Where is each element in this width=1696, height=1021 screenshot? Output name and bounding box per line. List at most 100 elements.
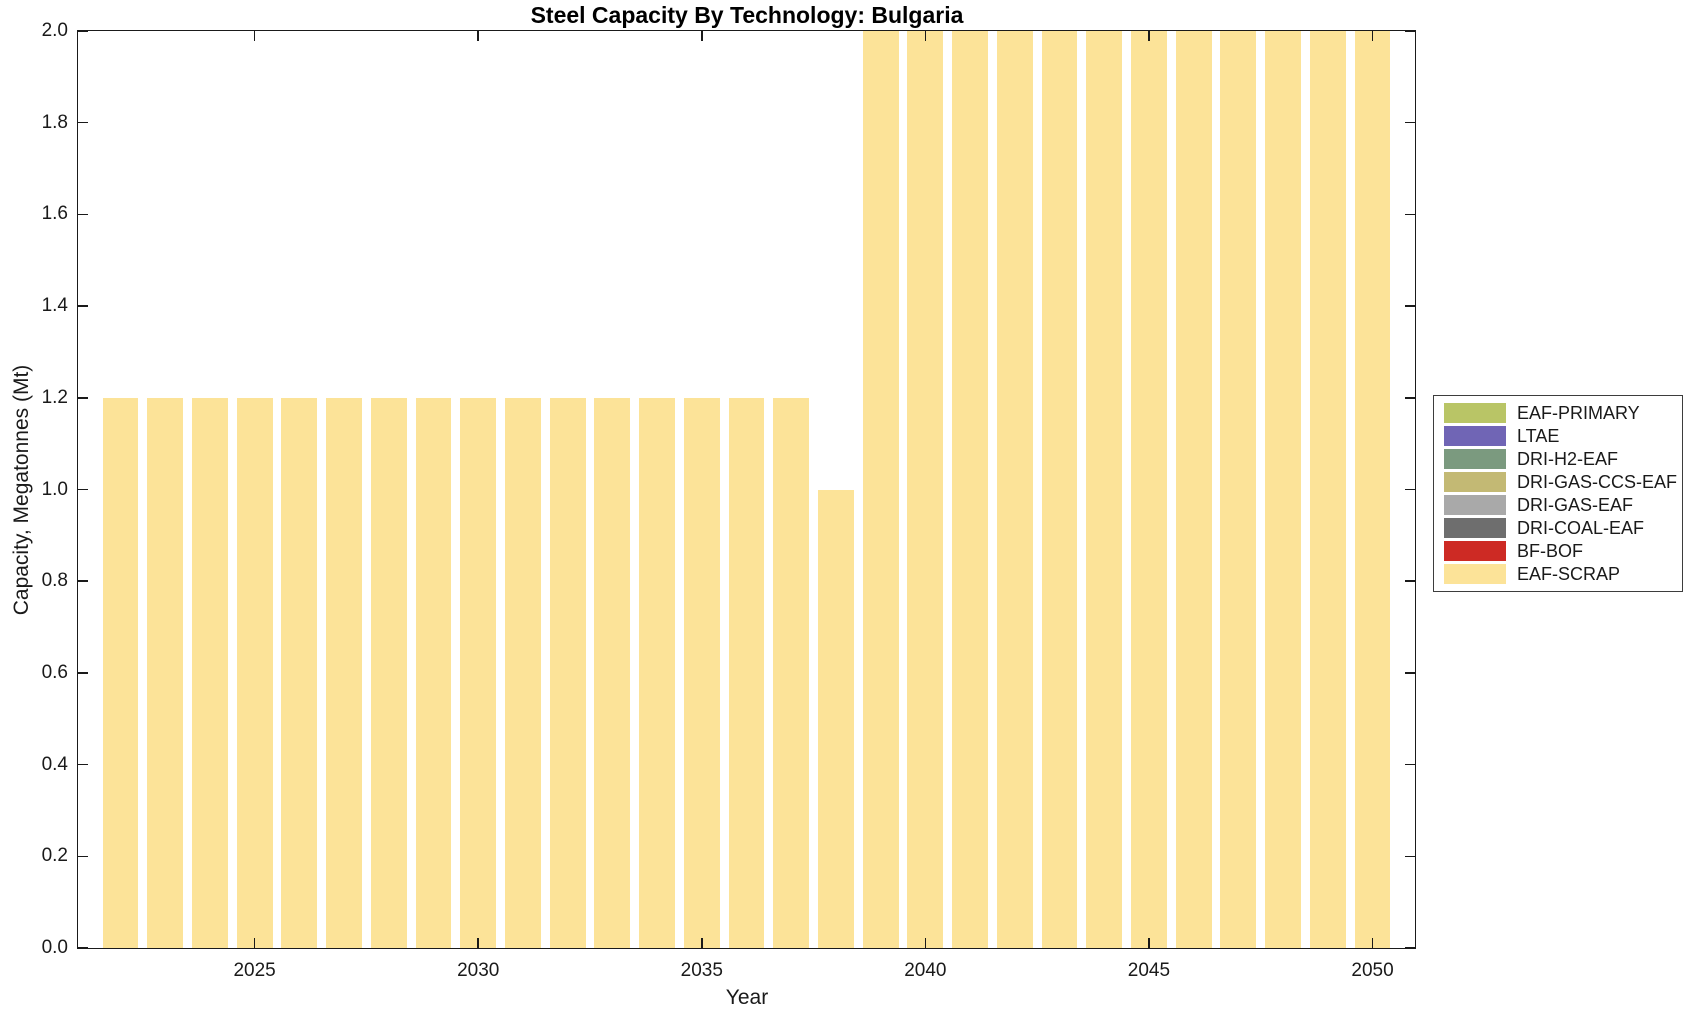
x-tick-label: 2030	[457, 960, 500, 981]
y-tick-right	[1405, 121, 1415, 124]
bar-eaf-scrap-2050	[1354, 31, 1391, 948]
bar-eaf-scrap-2026	[281, 397, 318, 948]
bar-eaf-scrap-2043	[1041, 31, 1078, 948]
bar-eaf-scrap-2023	[147, 397, 184, 948]
x-tick	[1148, 938, 1150, 948]
bar-eaf-scrap-2025	[236, 397, 273, 948]
y-tick	[78, 121, 88, 124]
legend-swatch-eaf-primary	[1444, 403, 1506, 423]
x-tick	[477, 938, 479, 948]
legend-label: DRI-H2-EAF	[1517, 448, 1619, 469]
y-tick-label: 0.2	[41, 845, 68, 867]
legend-row: LTAE	[1444, 425, 1682, 447]
x-tick-label: 2045	[1127, 960, 1171, 981]
bar-eaf-scrap-2032	[549, 397, 586, 948]
bar-eaf-scrap-2045	[1131, 31, 1167, 948]
plot-area: 2025 2030 2035 2040 2045 2050 0.0 0.2 0.4 0.6 0.8 1…	[42, 20, 1416, 981]
x-tick-label: 2050	[1351, 960, 1394, 981]
y-tick	[78, 672, 88, 674]
y-tick	[78, 488, 88, 491]
legend: EAF-PRIMARY LTAE DRI-H2-EAF DRI-GAS-CCS-EAF…	[1433, 395, 1683, 592]
y-tick	[78, 947, 88, 949]
x-tick-top	[1148, 31, 1150, 41]
bar-eaf-scrap-2040	[907, 31, 944, 948]
y-tick-label: 2.0	[41, 20, 68, 41]
y-tick-label: 0.8	[41, 570, 68, 592]
y-tick-right	[1405, 855, 1415, 858]
x-tick-top	[477, 31, 479, 41]
y-tick	[78, 30, 88, 32]
legend-row: DRI-COAL-EAF	[1444, 517, 1682, 539]
x-axis-label: Year	[725, 986, 769, 1009]
bar-eaf-scrap-2029	[415, 397, 452, 948]
legend-swatch-bf-bof	[1444, 541, 1506, 561]
y-tick-label: 1.4	[41, 295, 68, 317]
x-tick	[1371, 938, 1374, 948]
y-tick-label: 1.0	[41, 478, 68, 500]
legend-row: DRI-H2-EAF	[1444, 448, 1682, 470]
y-tick-label: 0.6	[41, 661, 68, 683]
bar-eaf-scrap-2049	[1309, 31, 1346, 948]
bar-eaf-scrap-2027	[326, 397, 362, 948]
bar-eaf-scrap-2048	[1265, 31, 1301, 948]
x-tick-top	[701, 31, 703, 41]
x-tick-top	[924, 31, 927, 41]
bar-eaf-scrap-2036	[728, 397, 765, 948]
bar-eaf-scrap-2024	[192, 397, 228, 948]
legend-label: BF-BOF	[1517, 540, 1583, 561]
legend-label: EAF-PRIMARY	[1517, 402, 1640, 423]
legend-swatch-eaf-scrap	[1444, 564, 1506, 584]
y-tick-right	[1405, 763, 1415, 766]
y-tick-label: 0.0	[41, 937, 68, 958]
y-tick	[78, 305, 88, 307]
bar-eaf-scrap-2034	[639, 397, 675, 948]
chart-title: Steel Capacity By Technology: Bulgaria	[530, 2, 964, 28]
y-tick-right	[1405, 213, 1415, 216]
y-tick-right	[1405, 397, 1415, 399]
x-tick-label: 2035	[680, 960, 723, 981]
y-tick-right	[1405, 580, 1415, 582]
x-tick	[701, 938, 703, 948]
y-tick-right	[1405, 488, 1415, 491]
legend-label: DRI-GAS-EAF	[1517, 494, 1634, 515]
y-tick-label: 1.6	[41, 203, 68, 225]
x-tick-label: 2040	[904, 960, 947, 981]
y-tick-right	[1405, 672, 1415, 674]
y-tick	[78, 763, 88, 766]
x-tick	[924, 938, 927, 948]
legend-row: EAF-PRIMARY	[1444, 402, 1682, 424]
y-tick	[78, 855, 88, 858]
legend-row: DRI-GAS-CCS-EAF	[1444, 471, 1682, 493]
bar-eaf-scrap-2039	[862, 31, 899, 948]
x-tick-top	[253, 31, 256, 41]
legend-row: EAF-SCRAP	[1444, 563, 1682, 585]
legend-swatch-dri-h2-eaf	[1444, 449, 1506, 469]
bar-eaf-scrap-2035	[683, 397, 720, 948]
bar-eaf-scrap-2044	[1086, 31, 1123, 948]
bar-eaf-scrap-2038	[818, 489, 854, 948]
legend-swatch-dri-coal-eaf	[1444, 518, 1506, 538]
bar-eaf-scrap-2031	[505, 397, 541, 948]
legend-swatch-dri-gas-ccs-eaf	[1444, 472, 1506, 492]
bar-eaf-scrap-2028	[370, 397, 407, 948]
y-tick	[78, 397, 88, 399]
legend-label: LTAE	[1517, 425, 1560, 446]
bar-eaf-scrap-2030	[460, 397, 497, 948]
bar-eaf-scrap-2041	[952, 31, 988, 948]
legend-label: DRI-COAL-EAF	[1517, 517, 1645, 538]
y-tick	[78, 580, 88, 582]
bar-eaf-scrap-2037	[773, 397, 810, 948]
legend-swatch-ltae	[1444, 426, 1506, 446]
y-tick-label: 1.8	[41, 111, 68, 133]
y-tick-right	[1405, 30, 1415, 32]
y-tick-right	[1405, 305, 1415, 307]
y-tick-label: 1.2	[41, 386, 68, 408]
x-tick-label: 2025	[233, 960, 276, 981]
bar-eaf-scrap-2046	[1175, 31, 1212, 948]
legend-label: DRI-GAS-CCS-EAF	[1517, 471, 1678, 492]
bar-eaf-scrap-2047	[1220, 31, 1257, 948]
bar-eaf-scrap-2033	[594, 397, 631, 948]
x-tick-top	[1371, 31, 1374, 41]
legend-swatch-dri-gas-eaf	[1444, 495, 1506, 515]
